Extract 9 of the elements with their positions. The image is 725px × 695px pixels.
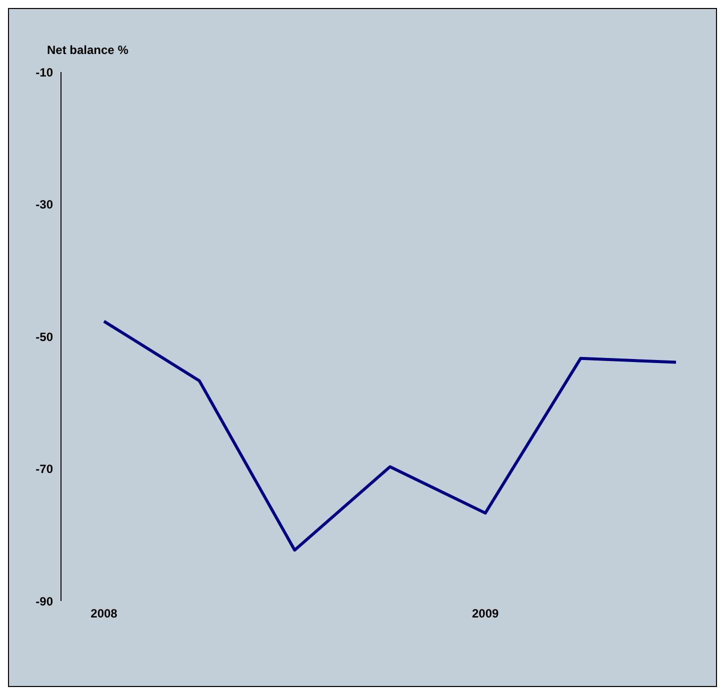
x-tick-label: 2009 — [472, 606, 500, 621]
y-tick-label: -90 — [36, 594, 54, 608]
y-tick-label: -10 — [36, 65, 54, 80]
line-series — [102, 320, 678, 552]
y-tick-label: -70 — [36, 462, 54, 476]
y-tick-label: -30 — [36, 198, 54, 212]
y-axis-title: Net balance % — [47, 43, 128, 57]
x-tick-label: 2008 — [90, 606, 118, 621]
y-tick-label: -50 — [36, 330, 54, 344]
